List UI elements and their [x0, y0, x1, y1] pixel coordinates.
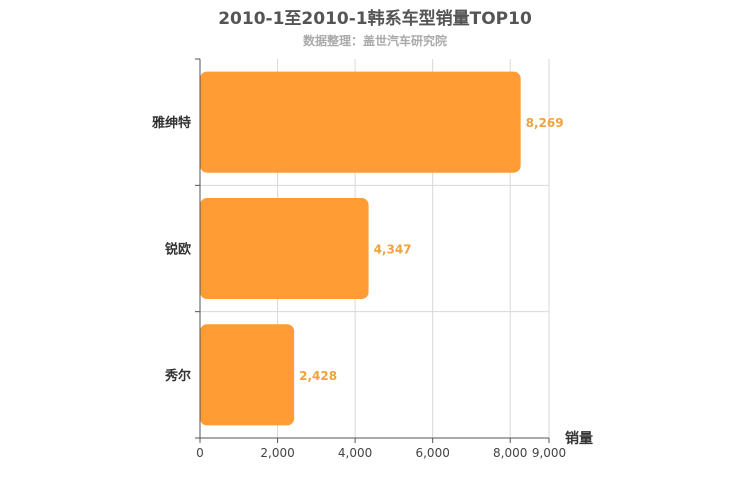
chart-title: 2010-1至2010-1韩系车型销量TOP10 — [218, 9, 532, 29]
x-tick-label: 9,000 — [532, 446, 566, 460]
x-tick-label: 8,000 — [493, 446, 527, 460]
data-label: 8,269 — [526, 116, 564, 130]
labels-group: 0 2,000 4,000 6,000 8,000 9,000 雅绅特 8,269 锐欧 4,34… — [152, 115, 593, 460]
bar — [200, 197, 369, 300]
axes-group — [195, 58, 550, 443]
x-tick-label: 2,000 — [260, 446, 294, 460]
category-label: 雅绅特 — [152, 115, 191, 131]
data-label: 2,428 — [299, 369, 337, 383]
x-tick-label: 0 — [196, 446, 204, 460]
x-tick-label: 6,000 — [415, 446, 449, 460]
data-label: 4,347 — [374, 243, 412, 257]
bar — [200, 71, 521, 173]
bar — [200, 324, 295, 426]
category-label: 锐欧 — [165, 242, 191, 258]
category-label: 秀尔 — [164, 368, 191, 384]
x-tick-label: 4,000 — [338, 446, 372, 460]
bars-group — [200, 71, 521, 426]
x-axis-title: 销量 — [565, 430, 593, 447]
chart-subtitle: 数据整理：盖世汽车研究院 — [302, 34, 447, 48]
